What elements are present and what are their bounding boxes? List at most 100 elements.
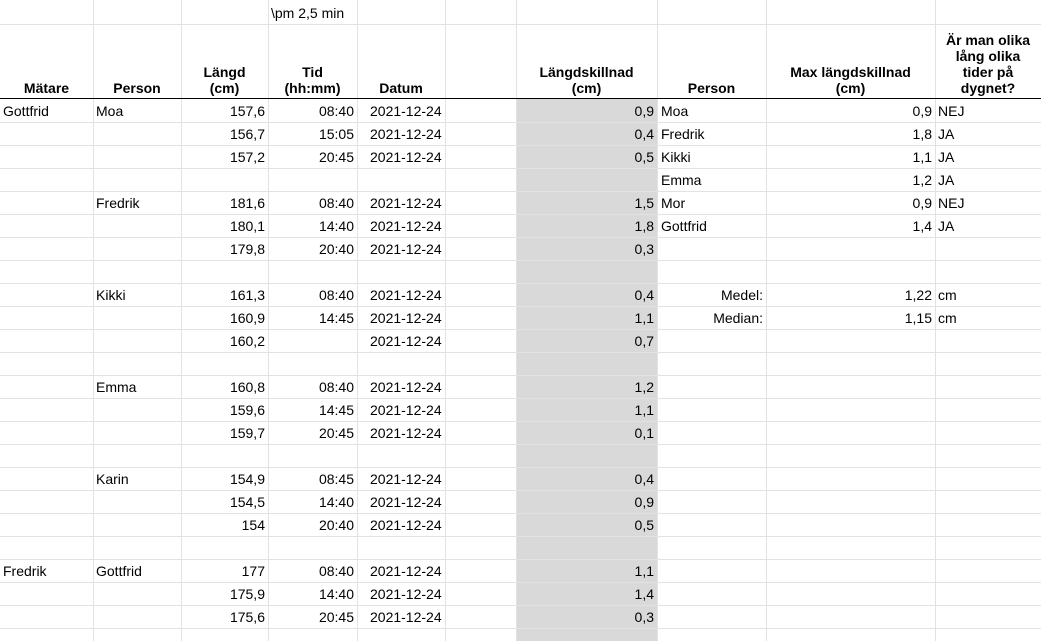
cell-svar[interactable] <box>935 421 1041 444</box>
cell-person[interactable] <box>93 352 181 375</box>
header-max-langdskillnad[interactable]: Max längdskillnad (cm) <box>790 64 911 96</box>
cell-tid[interactable]: 20:45 <box>318 424 354 441</box>
cell-person[interactable] <box>93 513 181 536</box>
cell-person-2[interactable] <box>657 237 766 260</box>
cell-max[interactable] <box>766 260 935 283</box>
cell-svar[interactable] <box>935 582 1041 605</box>
cell-tid[interactable] <box>268 444 357 467</box>
cell-langdskillnad[interactable] <box>516 352 657 375</box>
cell-datum[interactable]: 2021-12-24 <box>370 585 442 602</box>
cell-langd[interactable]: 180,1 <box>229 217 265 234</box>
cell-langdskillnad[interactable]: 0,4 <box>634 125 654 142</box>
cell-langd[interactable]: 157,2 <box>229 148 265 165</box>
cell-svar[interactable] <box>935 329 1041 352</box>
cell-langd[interactable]: 179,8 <box>229 240 265 257</box>
cell-langd[interactable] <box>181 168 268 191</box>
cell-datum[interactable]: 2021-12-24 <box>370 470 442 487</box>
cell-langdskillnad[interactable]: 0,9 <box>634 102 654 119</box>
cell-tid[interactable]: 20:45 <box>318 608 354 625</box>
cell-person[interactable]: Emma <box>96 378 137 395</box>
header-tid[interactable]: Tid (hh:mm) <box>284 64 341 96</box>
cell-person-2[interactable] <box>657 605 766 628</box>
cell-max[interactable] <box>766 352 935 375</box>
cell-datum[interactable]: 2021-12-24 <box>370 125 442 142</box>
median-value[interactable]: 1,15 <box>904 309 932 326</box>
cell-person[interactable]: Kikki <box>96 286 126 303</box>
cell-max[interactable]: 1,4 <box>912 217 932 234</box>
cell-langd[interactable]: 154 <box>241 516 265 533</box>
cell-person[interactable] <box>93 490 181 513</box>
cell-langd[interactable]: 157,6 <box>229 102 265 119</box>
cell-tid[interactable]: 14:40 <box>318 493 354 510</box>
cell-langdskillnad[interactable]: 0,5 <box>634 148 654 165</box>
header-person-2[interactable]: Person <box>687 80 736 96</box>
cell-max[interactable] <box>766 329 935 352</box>
cell-langdskillnad[interactable]: 0,3 <box>634 608 654 625</box>
cell-datum[interactable] <box>357 260 445 283</box>
cell-matare[interactable] <box>0 467 93 490</box>
cell-person[interactable] <box>93 214 181 237</box>
cell-person[interactable]: Gottfrid <box>96 562 142 579</box>
cell-person[interactable] <box>93 122 181 145</box>
cell-langd[interactable] <box>181 444 268 467</box>
cell-tid[interactable]: 08:40 <box>318 286 354 303</box>
cell-matare[interactable] <box>0 352 93 375</box>
cell-langd[interactable]: 154,9 <box>229 470 265 487</box>
cell-person[interactable] <box>93 260 181 283</box>
cell-person-2[interactable]: Gottfrid <box>661 217 707 234</box>
cell-langdskillnad[interactable] <box>516 168 657 191</box>
cell-tid[interactable]: 14:40 <box>318 585 354 602</box>
cell-matare[interactable] <box>0 145 93 168</box>
cell-datum[interactable]: 2021-12-24 <box>370 309 442 326</box>
cell-langdskillnad[interactable]: 0,5 <box>634 516 654 533</box>
cell-person[interactable]: Karin <box>96 470 129 487</box>
cell-person-2[interactable]: Emma <box>661 171 702 188</box>
cell-langdskillnad[interactable]: 1,5 <box>634 194 654 211</box>
cell-svar[interactable] <box>935 605 1041 628</box>
cell-datum[interactable]: 2021-12-24 <box>370 493 442 510</box>
cell-max[interactable] <box>766 375 935 398</box>
cell-tid[interactable] <box>268 536 357 559</box>
cell-matare[interactable] <box>0 605 93 628</box>
cell-matare[interactable] <box>0 191 93 214</box>
header-olika-tider[interactable]: Är man olika lång olika tider på dygnet? <box>945 32 1031 96</box>
cell-datum[interactable]: 2021-12-24 <box>370 378 442 395</box>
cell-tid[interactable] <box>268 352 357 375</box>
header-matare[interactable]: Mätare <box>23 80 70 96</box>
cell-svar[interactable]: JA <box>938 125 955 142</box>
cell-langdskillnad[interactable] <box>516 536 657 559</box>
cell-langd[interactable]: 177 <box>241 562 265 579</box>
cell-max[interactable] <box>766 467 935 490</box>
cell-langdskillnad[interactable]: 1,1 <box>634 401 654 418</box>
cell-datum[interactable]: 2021-12-24 <box>370 401 442 418</box>
cell-svar[interactable] <box>935 375 1041 398</box>
cell-svar[interactable] <box>935 513 1041 536</box>
cell-person-2[interactable]: Moa <box>661 102 689 119</box>
cell-max[interactable]: 0,9 <box>912 194 932 211</box>
cell-person[interactable] <box>93 329 181 352</box>
cell-person-2[interactable]: Fredrik <box>661 125 705 142</box>
cell-svar[interactable] <box>935 444 1041 467</box>
cell-langd[interactable]: 154,5 <box>229 493 265 510</box>
cell-langd[interactable] <box>181 260 268 283</box>
cell-svar[interactable]: NEJ <box>938 194 965 211</box>
cell-person[interactable] <box>93 145 181 168</box>
header-langdskillnad[interactable]: Längdskillnad (cm) <box>539 64 634 96</box>
cell-person-2[interactable] <box>657 513 766 536</box>
cell-person-2[interactable] <box>657 421 766 444</box>
cell-person-2[interactable]: Kikki <box>661 148 691 165</box>
cell-person-2[interactable]: Mor <box>661 194 686 211</box>
cell-matare[interactable] <box>0 375 93 398</box>
cell-datum[interactable]: 2021-12-24 <box>370 286 442 303</box>
cell-person-2[interactable] <box>657 467 766 490</box>
cell-langd[interactable]: 175,6 <box>229 608 265 625</box>
cell-person[interactable] <box>93 398 181 421</box>
cell-tid[interactable]: 14:45 <box>318 401 354 418</box>
cell-max[interactable]: 0,9 <box>912 102 932 119</box>
cell-matare[interactable] <box>0 122 93 145</box>
cell-langd[interactable]: 159,7 <box>229 424 265 441</box>
cell-svar[interactable] <box>935 490 1041 513</box>
cell-svar[interactable] <box>935 559 1041 582</box>
cell-person-2[interactable] <box>657 352 766 375</box>
cell-tid[interactable]: 20:40 <box>318 516 354 533</box>
